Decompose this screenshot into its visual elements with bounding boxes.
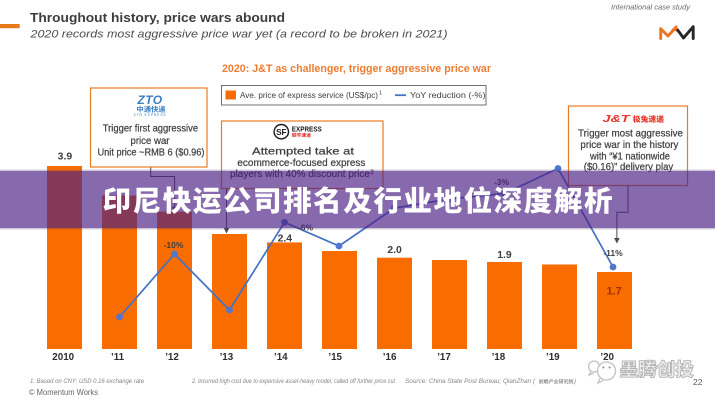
svg-text:Throughout history, price wars: Throughout history, price wars abound <box>30 11 285 25</box>
svg-text:’18: ’18 <box>492 352 506 363</box>
svg-text:’11: ’11 <box>111 352 125 363</box>
svg-text:International case study: International case study <box>611 5 691 12</box>
svg-text:1. Based on CNY: USD 0.16 exc: 1. Based on CNY: USD 0.16 exchange rate <box>30 378 145 385</box>
svg-text:J&T: J&T <box>603 113 632 125</box>
svg-text:’16: ’16 <box>383 352 397 363</box>
svg-text:ZTO: ZTO <box>136 93 162 107</box>
svg-text:Trigger most aggressive: Trigger most aggressive <box>578 129 684 140</box>
svg-text:ecommerce-focused express: ecommerce-focused express <box>237 158 365 169</box>
svg-text:): ) <box>573 378 576 385</box>
svg-text:’17: ’17 <box>437 352 451 363</box>
svg-text:SF: SF <box>276 128 286 137</box>
svg-text:1.9: 1.9 <box>497 250 512 261</box>
svg-text:-11%: -11% <box>603 248 623 258</box>
svg-text:-10%: -10% <box>164 240 184 250</box>
svg-text:price war in the history: price war in the history <box>580 140 678 151</box>
svg-text:’19: ’19 <box>546 352 560 363</box>
svg-text:1: 1 <box>379 91 382 97</box>
svg-text:Ave. price of express service: Ave. price of express service (US$/pc) <box>240 90 378 100</box>
svg-text:($0.16)” delivery play: ($0.16)” delivery play <box>584 162 673 173</box>
svg-text:2020 records most aggressive p: 2020 records most aggressive price war y… <box>29 29 448 41</box>
svg-text:2.0: 2.0 <box>387 245 402 256</box>
svg-text:Attempted take at: Attempted take at <box>252 147 354 158</box>
svg-text:© Momentum Works: © Momentum Works <box>29 387 98 397</box>
svg-text:1.7: 1.7 <box>606 286 621 298</box>
svg-text:’13: ’13 <box>220 352 234 363</box>
svg-text:price war: price war <box>131 136 171 147</box>
svg-text:EXPRESS: EXPRESS <box>292 124 322 133</box>
svg-text:2. Incurred high cost due to e: 2. Incurred high cost due to expensive a… <box>191 378 395 385</box>
svg-text:3.9: 3.9 <box>58 152 73 163</box>
svg-text:ZTO EXPRESS: ZTO EXPRESS <box>134 113 167 117</box>
svg-text:YoY reduction (-%): YoY reduction (-%) <box>410 90 486 100</box>
svg-text:Source: China State Post Burea: Source: China State Post Bureau; QianZha… <box>405 378 536 385</box>
svg-text:Trigger first aggressive: Trigger first aggressive <box>103 124 199 135</box>
svg-text:’20: ’20 <box>600 352 614 363</box>
svg-text:22: 22 <box>693 377 703 387</box>
svg-text:with “¥1 nationwide: with “¥1 nationwide <box>589 151 670 162</box>
svg-text:’15: ’15 <box>328 352 342 363</box>
svg-text:’14: ’14 <box>274 352 288 363</box>
svg-text:’12: ’12 <box>165 352 179 363</box>
svg-text:2010: 2010 <box>52 352 74 363</box>
svg-text:2.4: 2.4 <box>278 234 293 245</box>
svg-text:Unit price ~RMB 6 ($0.96): Unit price ~RMB 6 ($0.96) <box>98 148 205 159</box>
svg-text:2020: J&T as challenger, trigg: 2020: J&T as challenger, trigger aggress… <box>222 63 492 75</box>
